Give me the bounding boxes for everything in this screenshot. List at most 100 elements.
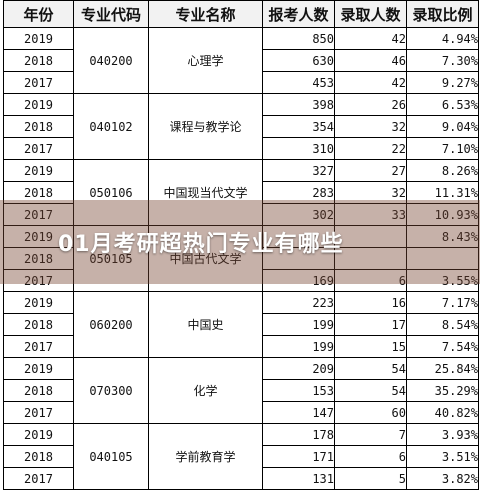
cell-admitted: 17 (334, 313, 407, 336)
cell-applicants: 223 (262, 291, 335, 314)
table-row: 2019 050106 中国现当代文学 327 27 8.26% (3, 159, 479, 226)
table-row: 2017 199 15 7.54% (3, 335, 479, 358)
cell-applicants: 398 (262, 93, 335, 116)
cell-applicants: 310 (262, 137, 335, 160)
cell-admitted: 22 (334, 137, 407, 160)
cell-year: 2019 (3, 357, 74, 380)
title-banner: 01月考研超热门专业有哪些 (0, 200, 480, 284)
cell-year: 2018 (3, 115, 74, 138)
cell-applicants: 171 (262, 445, 335, 468)
cell-admitted: 42 (334, 71, 407, 94)
cell-applicants: 630 (262, 49, 335, 72)
cell-major-code: 050106 (73, 159, 149, 226)
cell-year: 2017 (3, 71, 74, 94)
cell-admitted: 33 (334, 203, 407, 226)
cell-applicants: 153 (262, 379, 335, 402)
header-ratio: 录取比例 (406, 0, 479, 28)
cell-admitted: 27 (334, 159, 407, 182)
table-row: 2018 283 32 11.31% (3, 181, 479, 204)
cell-ratio: 3.93% (406, 423, 479, 446)
table-row: 2017 453 42 9.27% (3, 71, 479, 94)
cell-ratio: 3.51% (406, 445, 479, 468)
cell-applicants: 199 (262, 313, 335, 336)
cell-admitted: 16 (334, 291, 407, 314)
cell-admitted: 42 (334, 27, 407, 50)
table-row: 2018 354 32 9.04% (3, 115, 479, 138)
table-header-row: 年份 专业代码 专业名称 报考人数 录取人数 录取比例 (3, 0, 479, 28)
cell-major-name: 学前教育学 (148, 423, 263, 490)
header-applicants: 报考人数 (262, 0, 335, 28)
cell-year: 2017 (3, 137, 74, 160)
cell-ratio: 7.30% (406, 49, 479, 72)
table-row: 2018 171 6 3.51% (3, 445, 479, 468)
header-admitted: 录取人数 (334, 0, 407, 28)
cell-major-code: 040102 (73, 93, 149, 160)
cell-major-code: 040105 (73, 423, 149, 490)
cell-admitted: 15 (334, 335, 407, 358)
table-row: 2019 040102 课程与教学论 398 26 6.53% (3, 93, 479, 160)
cell-ratio: 7.17% (406, 291, 479, 314)
table-row: 2019 060200 中国史 223 16 7.17% (3, 291, 479, 358)
cell-year: 2019 (3, 423, 74, 446)
table-row: 2017 302 33 10.93% (3, 203, 479, 226)
table-row: 2019 040105 学前教育学 178 7 3.93% (3, 423, 479, 490)
table-row: 2019 070300 化学 209 54 25.84% (3, 357, 479, 424)
cell-ratio: 10.93% (406, 203, 479, 226)
cell-year: 2017 (3, 335, 74, 358)
cell-admitted: 6 (334, 445, 407, 468)
header-year: 年份 (3, 0, 74, 28)
cell-major-name: 中国史 (148, 291, 263, 358)
cell-admitted: 54 (334, 379, 407, 402)
cell-admitted: 46 (334, 49, 407, 72)
table-row: 2019 040200 心理学 850 42 4.94% (3, 27, 479, 94)
cell-year: 2018 (3, 247, 74, 270)
table-body: 2019 040200 心理学 850 42 4.94% 2018 630 46 7.30% 201… (3, 27, 479, 490)
cell-ratio: 3.82% (406, 467, 479, 490)
cell-ratio: 9.27% (406, 71, 479, 94)
banner-title: 01月考研超热门专业有哪些 (58, 232, 344, 257)
cell-year: 2018 (3, 445, 74, 468)
cell-year: 2018 (3, 379, 74, 402)
cell-major-code: 070300 (73, 357, 149, 424)
cell-ratio: 3.55% (406, 269, 479, 292)
cell-major-name: 中国现当代文学 (148, 159, 263, 226)
cell-year: 2017 (3, 467, 74, 490)
cell-admitted: 54 (334, 357, 407, 380)
cell-admitted: 26 (334, 93, 407, 116)
cell-year: 2019 (3, 93, 74, 116)
table-row: 2019 050105 中国古代文学 8.43% (3, 225, 479, 292)
cell-ratio: 9.04% (406, 115, 479, 138)
cell-ratio: 7.10% (406, 137, 479, 160)
cell-year: 2018 (3, 49, 74, 72)
cell-major-code: 060200 (73, 291, 149, 358)
cell-admitted: 7 (334, 423, 407, 446)
header-major-name: 专业名称 (148, 0, 263, 28)
admissions-table: 年份 专业代码 专业名称 报考人数 录取人数 录取比例 2019 040200 心理… (3, 0, 479, 490)
cell-major-name: 课程与教学论 (148, 93, 263, 160)
header-major-code: 专业代码 (73, 0, 149, 28)
cell-applicants: 199 (262, 335, 335, 358)
table-row: 2017 310 22 7.10% (3, 137, 479, 160)
cell-major-name: 化学 (148, 357, 263, 424)
cell-applicants: 147 (262, 401, 335, 424)
cell-applicants: 178 (262, 423, 335, 446)
cell-ratio: 40.82% (406, 401, 479, 424)
cell-major-code: 050105 (73, 225, 149, 292)
cell-applicants: 131 (262, 467, 335, 490)
cell-ratio: 25.84% (406, 357, 479, 380)
cell-ratio: 6.53% (406, 93, 479, 116)
cell-year: 2019 (3, 27, 74, 50)
cell-admitted: 60 (334, 401, 407, 424)
cell-year: 2018 (3, 313, 74, 336)
cell-year: 2019 (3, 225, 74, 248)
cell-admitted: 5 (334, 467, 407, 490)
cell-year: 2017 (3, 401, 74, 424)
cell-major-name: 中国古代文学 (148, 225, 263, 292)
cell-applicants: 327 (262, 159, 335, 182)
cell-ratio: 4.94% (406, 27, 479, 50)
cell-applicants: 453 (262, 71, 335, 94)
cell-applicants: 354 (262, 115, 335, 138)
cell-ratio: 8.26% (406, 159, 479, 182)
cell-applicants: 850 (262, 27, 335, 50)
cell-ratio: 35.29% (406, 379, 479, 402)
